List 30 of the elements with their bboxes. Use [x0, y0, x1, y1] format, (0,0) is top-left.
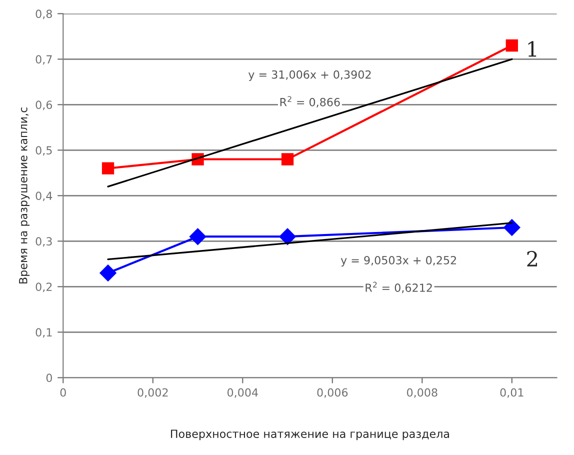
y-tick-label: 0,6 [36, 100, 52, 110]
y-axis-title: Время на разрушение капли,с [19, 107, 30, 284]
point [189, 228, 206, 245]
annotation: R$^{2}$ = 0,6212 [366, 282, 432, 294]
point [281, 153, 294, 166]
point [102, 162, 114, 174]
x-axis-title: Поверхностное натяжение на границе раздела [171, 430, 449, 440]
point [504, 219, 520, 236]
y-tick-label: 0,8 [36, 10, 52, 20]
x-tick-label: 0,004 [227, 388, 258, 398]
y-tick-label: 0,1 [36, 328, 52, 338]
x-tick-label: 0,002 [138, 388, 168, 398]
y-tick-label: 0,4 [36, 192, 52, 202]
point [506, 39, 518, 52]
y-tick-label: 0,2 [36, 282, 52, 292]
point [279, 228, 296, 245]
x-tick-label: 0,008 [406, 388, 438, 398]
annotation: y = 9,0503x + 0,252 [340, 256, 456, 267]
y-tick-label: 0 [46, 374, 52, 382]
series-label: 1 [528, 41, 536, 57]
y-tick-label: 0,7 [36, 55, 52, 65]
x-tick-label: 0 [60, 388, 66, 397]
annotation: R$^{2}$ = 0,866 [280, 96, 340, 108]
y-tick-label: 0,3 [36, 237, 52, 247]
series-label: 2 [527, 250, 538, 266]
x-tick-label: 0,006 [317, 388, 348, 398]
x-tick-label: 0,01 [500, 388, 524, 398]
annotation: y = 31,006x + 0,3902 [248, 70, 371, 81]
point [100, 264, 116, 282]
y-tick-label: 0,5 [36, 146, 52, 156]
